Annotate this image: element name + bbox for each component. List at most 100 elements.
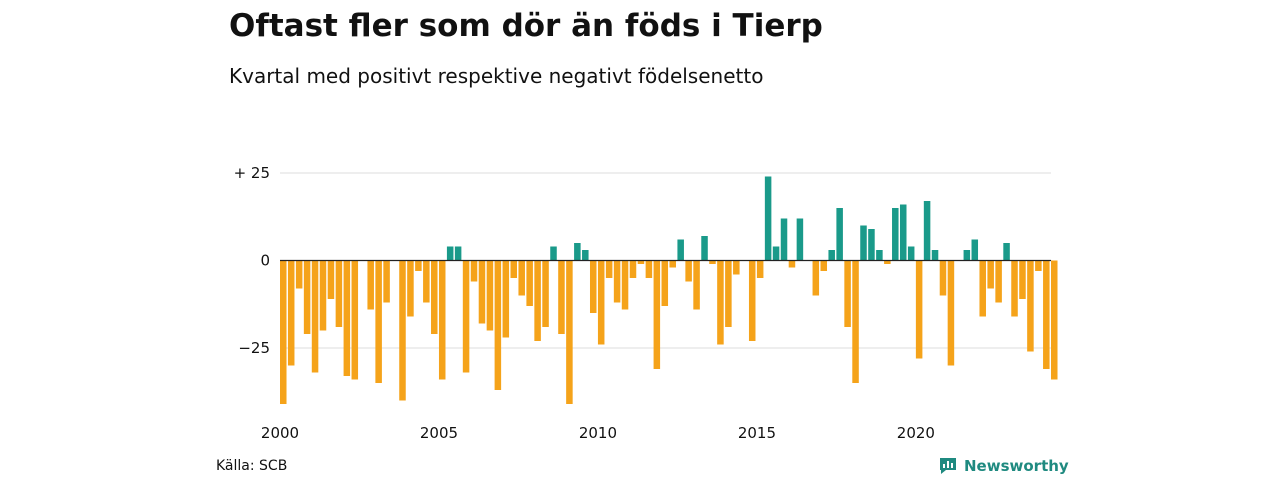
bar (947, 260, 955, 366)
bar (446, 246, 454, 261)
bar (844, 260, 851, 327)
bar (574, 243, 581, 261)
bar (303, 260, 311, 334)
bar (907, 246, 915, 261)
bar (319, 260, 327, 331)
bar (963, 250, 971, 261)
bar (876, 250, 883, 261)
bar (367, 260, 374, 310)
bar (645, 260, 653, 278)
bar (605, 260, 613, 278)
bar (693, 260, 700, 310)
bar (478, 260, 486, 324)
bar (884, 260, 891, 264)
bar (502, 260, 510, 338)
bar (939, 260, 947, 296)
bar (701, 236, 708, 261)
chart-title: Oftast fler som dör än föds i Tierp (229, 8, 823, 44)
bar (375, 260, 382, 383)
bar (860, 225, 867, 261)
source-note: Källa: SCB (216, 458, 288, 474)
bar (431, 260, 438, 334)
bar (454, 246, 462, 261)
bar (836, 208, 843, 261)
bar (534, 260, 541, 341)
bar (828, 250, 835, 261)
bar (566, 260, 573, 404)
bar (518, 260, 525, 296)
bar (1051, 260, 1058, 380)
bar (1019, 260, 1026, 299)
bar (287, 260, 295, 366)
bar (1035, 260, 1042, 271)
y-tick-label: + 25 (234, 164, 270, 182)
bar (407, 260, 414, 317)
bar (621, 260, 629, 310)
bar (892, 208, 899, 261)
x-tick-label: 2015 (738, 424, 776, 442)
bar (589, 260, 597, 313)
bar (343, 260, 351, 376)
bar (995, 260, 1002, 303)
bar (550, 246, 557, 261)
bar (613, 260, 621, 303)
y-tick-label: −25 (238, 339, 270, 357)
bar (399, 260, 406, 401)
bar (899, 204, 907, 261)
bar (510, 260, 518, 278)
bar (558, 260, 565, 334)
bar (868, 229, 875, 261)
bar (597, 260, 605, 345)
x-tick-label: 2010 (579, 424, 617, 442)
brand-logo[interactable]: Newsworthy (938, 456, 1069, 476)
bar (415, 260, 422, 271)
bar (470, 260, 478, 282)
bar (383, 260, 390, 303)
bar (915, 260, 923, 359)
bar (637, 260, 645, 264)
x-tick-label: 2005 (420, 424, 458, 442)
bar (812, 260, 820, 296)
bar (1011, 260, 1018, 317)
bar (653, 260, 661, 369)
bar (1027, 260, 1034, 352)
bar (780, 218, 788, 261)
bar (629, 260, 637, 278)
bar (987, 260, 994, 289)
bar (677, 239, 684, 261)
bar (327, 260, 335, 299)
bar (725, 260, 732, 327)
bar (717, 260, 724, 345)
bar (486, 260, 494, 331)
bar (661, 260, 669, 306)
chart-subtitle: Kvartal med positivt respektive negativt… (229, 64, 764, 88)
brand-name: Newsworthy (964, 457, 1069, 475)
bar (923, 201, 931, 261)
bar (351, 260, 359, 380)
bar (494, 260, 502, 390)
bar (438, 260, 446, 380)
bar (852, 260, 859, 383)
bar (772, 246, 780, 261)
bar (542, 260, 549, 327)
bar (979, 260, 986, 317)
bar (820, 260, 828, 271)
bar (1043, 260, 1050, 369)
bar (931, 250, 939, 261)
bar (685, 260, 692, 282)
bar (311, 260, 319, 373)
bar (788, 260, 796, 268)
bar (335, 260, 343, 327)
bar (796, 218, 804, 261)
x-tick-label: 2000 (261, 424, 299, 442)
y-tick-label: 0 (260, 252, 270, 270)
bar (423, 260, 430, 303)
bar (709, 260, 716, 264)
x-tick-label: 2020 (897, 424, 935, 442)
bar (733, 260, 740, 275)
bar (764, 176, 772, 261)
bar (526, 260, 533, 306)
newsworthy-logo-icon (940, 458, 956, 474)
bar (1003, 243, 1010, 261)
